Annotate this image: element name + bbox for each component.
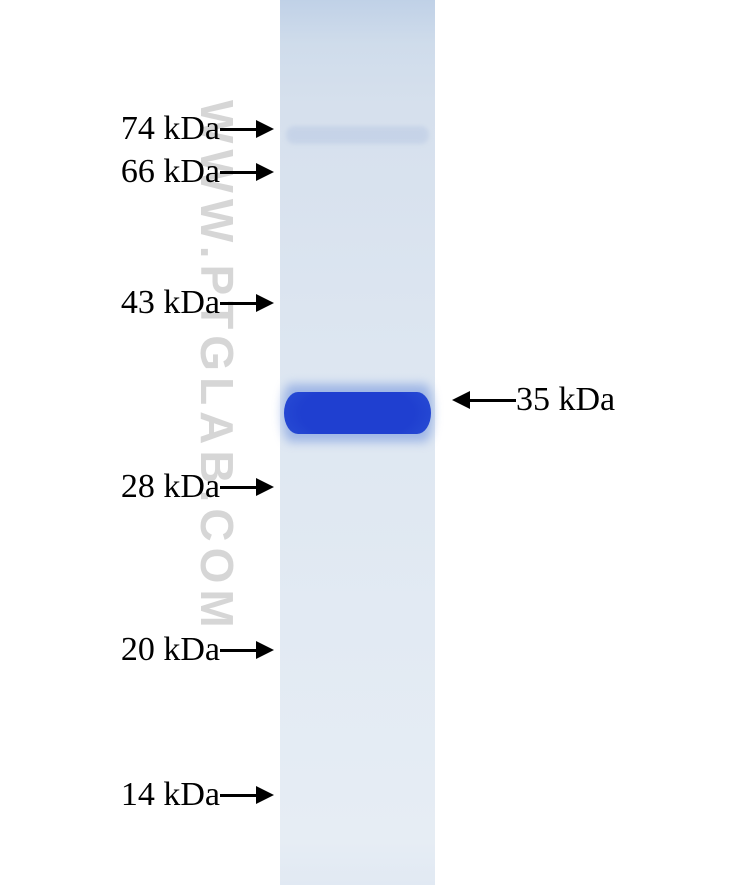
ladder-marker: 43 kDa [0, 283, 274, 323]
ladder-marker-label: 43 kDa [121, 284, 220, 322]
ladder-marker-label: 74 kDa [121, 110, 220, 148]
ladder-marker-label: 14 kDa [121, 776, 220, 814]
ladder-marker: 28 kDa [0, 467, 274, 507]
ladder-marker-label: 20 kDa [121, 631, 220, 669]
faint-band-74kda [286, 126, 429, 144]
arrow-right-icon [256, 294, 274, 312]
arrow-right-icon [256, 120, 274, 138]
arrow-right-icon [256, 786, 274, 804]
ladder-marker-label: 28 kDa [121, 468, 220, 506]
sample-band-marker: 35 kDa [452, 380, 740, 420]
arrow-right-icon [256, 478, 274, 496]
ladder-marker: 74 kDa [0, 109, 274, 149]
arrow-shaft [220, 486, 256, 489]
sample-band-label: 35 kDa [516, 381, 615, 419]
ladder-marker-label: 66 kDa [121, 153, 220, 191]
sample-band-35kda [284, 392, 431, 434]
gel-figure: 74 kDa 66 kDa 43 kDa 28 kDa 20 kDa 14 kDa 35 … [0, 0, 740, 885]
arrow-shaft [470, 399, 516, 402]
arrow-right-icon [256, 163, 274, 181]
arrow-right-icon [256, 641, 274, 659]
ladder-marker: 66 kDa [0, 152, 274, 192]
ladder-marker: 14 kDa [0, 775, 274, 815]
arrow-shaft [220, 794, 256, 797]
arrow-shaft [220, 649, 256, 652]
arrow-shaft [220, 302, 256, 305]
arrow-shaft [220, 171, 256, 174]
arrow-left-icon [452, 391, 470, 409]
arrow-shaft [220, 128, 256, 131]
ladder-marker: 20 kDa [0, 630, 274, 670]
